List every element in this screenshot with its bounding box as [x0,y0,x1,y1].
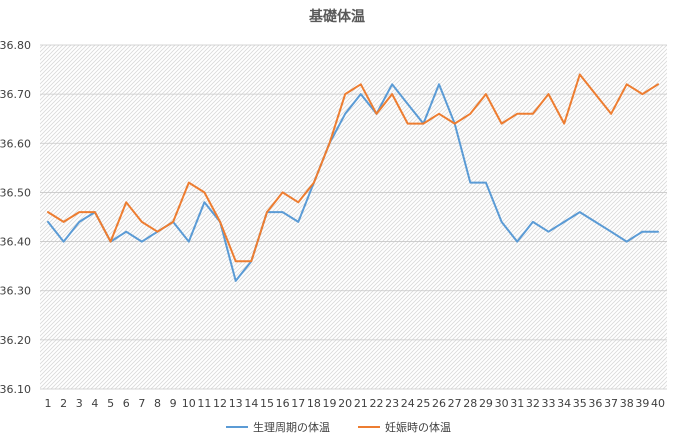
x-tick-label: 19 [323,397,337,410]
x-tick-label: 12 [213,397,227,410]
x-tick-label: 18 [307,397,321,410]
x-tick-label: 37 [604,397,618,410]
x-tick-label: 33 [542,397,556,410]
x-tick-label: 6 [123,397,130,410]
y-tick-label: 36.40 [0,236,31,249]
x-tick-label: 9 [170,397,177,410]
x-tick-label: 4 [91,397,98,410]
legend-label-2: 妊娠時の体温 [385,420,451,434]
series-line-1 [47,83,659,282]
y-tick-label: 36.10 [0,383,31,396]
x-tick-label: 30 [495,397,509,410]
y-tick-label: 36.60 [0,137,31,150]
series-line-2 [47,73,659,263]
y-tick-label: 36.30 [0,285,31,298]
x-tick-label: 28 [463,397,477,410]
x-tick-label: 20 [338,397,352,410]
x-tick-label: 35 [573,397,587,410]
x-axis-ticks: 1 2 3 4 5 6 7 8 9 10 11 12 13 14 15 16 17 18 19 20 21 22 23 24 2… [45,397,666,410]
series-lines [47,73,659,282]
x-tick-label: 27 [448,397,462,410]
x-tick-label: 1 [45,397,52,410]
x-tick-label: 3 [76,397,83,410]
x-tick-label: 17 [291,397,305,410]
x-tick-label: 2 [60,397,67,410]
x-tick-label: 11 [197,397,211,410]
x-tick-label: 36 [588,397,602,410]
y-axis-ticks: 36.10 36.20 36.30 36.40 36.50 36.60 36.70 36.80 [0,39,31,396]
chart-title: 基礎体温 [309,8,365,25]
x-tick-label: 8 [154,397,161,410]
legend: 生理周期の体温 妊娠時の体温 [226,420,451,434]
x-tick-label: 26 [432,397,446,410]
y-tick-label: 36.80 [0,39,31,52]
x-tick-label: 39 [635,397,649,410]
x-tick-label: 16 [276,397,290,410]
x-tick-label: 7 [138,397,145,410]
x-tick-label: 23 [385,397,399,410]
x-tick-label: 31 [510,397,524,410]
x-tick-label: 29 [479,397,493,410]
y-tick-label: 36.20 [0,334,31,347]
legend-label-1: 生理周期の体温 [253,420,330,434]
x-tick-label: 21 [354,397,368,410]
x-tick-label: 24 [401,397,415,410]
x-tick-label: 34 [557,397,571,410]
y-tick-label: 36.70 [0,88,31,101]
x-tick-label: 14 [244,397,258,410]
x-tick-label: 5 [107,397,114,410]
x-tick-label: 40 [651,397,665,410]
x-tick-label: 38 [620,397,634,410]
x-tick-label: 32 [526,397,540,410]
x-tick-label: 25 [416,397,430,410]
gridlines [40,44,667,390]
y-tick-label: 36.50 [0,186,31,199]
x-tick-label: 10 [182,397,196,410]
x-tick-label: 22 [369,397,383,410]
x-tick-label: 15 [260,397,274,410]
x-tick-label: 13 [229,397,243,410]
